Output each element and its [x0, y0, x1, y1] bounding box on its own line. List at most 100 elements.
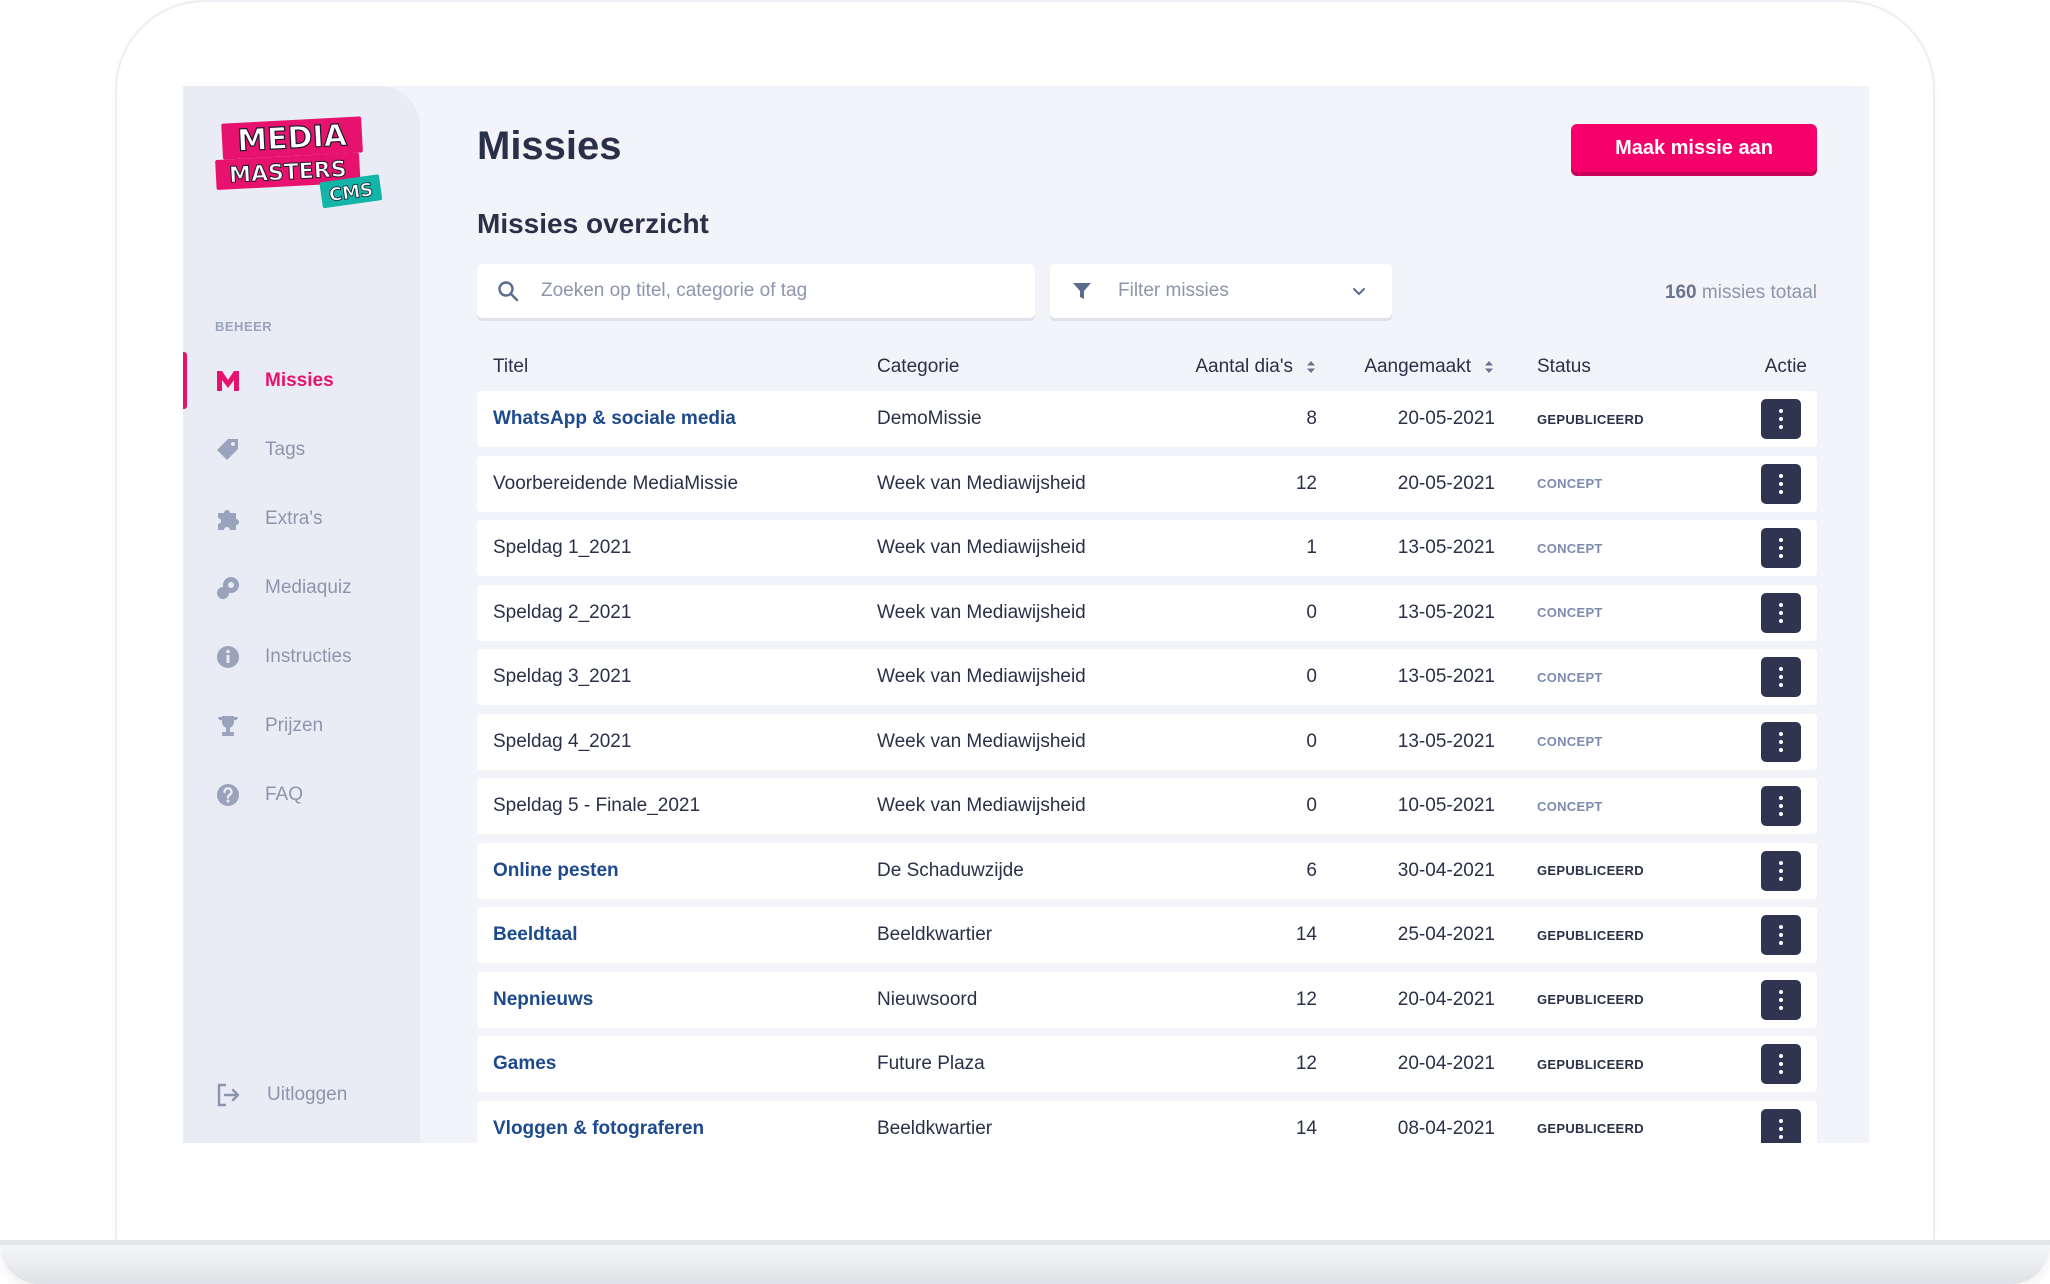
row-title[interactable]: Beeldtaal	[493, 924, 578, 945]
row-created-date: 08-04-2021	[1397, 1117, 1495, 1139]
row-category: Week van Mediawijsheid	[877, 795, 1086, 816]
sidebar-item-instructies[interactable]: Instructies	[183, 622, 420, 691]
sidebar-item-extras[interactable]: Extra's	[183, 484, 420, 553]
row-action-button[interactable]	[1761, 1108, 1801, 1143]
table-row[interactable]: Speldag 1_2021 Week van Mediawijsheid 1 13-…	[477, 520, 1817, 576]
m-logo-icon	[215, 368, 241, 394]
row-category: Week van Mediawijsheid	[877, 601, 1086, 623]
table-row[interactable]: Speldag 3_2021 Week van Mediawijsheid 0 13-…	[477, 649, 1817, 705]
total-suffix: missies totaal	[1701, 282, 1817, 303]
main-content: Missies Maak missie aan Missies overzich…	[420, 86, 1869, 1143]
more-vertical-icon	[1779, 1117, 1783, 1141]
row-slide-count: 8	[1306, 408, 1317, 429]
sidebar-item-prijzen[interactable]: Prijzen	[183, 691, 420, 760]
column-slide-count[interactable]: Aantal dia's	[1137, 356, 1317, 378]
sidebar-item-tags[interactable]: Tags	[183, 415, 420, 484]
row-slide-count: 0	[1306, 601, 1317, 623]
sidebar-item-mediaquiz[interactable]: Mediaquiz	[183, 553, 420, 622]
table-row[interactable]: Voorbereidende MediaMissie Week van Media…	[477, 455, 1817, 512]
row-slide-count: 0	[1306, 666, 1317, 687]
row-action-button[interactable]	[1761, 592, 1801, 633]
filter-icon	[1073, 283, 1091, 299]
search-input[interactable]	[541, 280, 1021, 302]
row-created-date: 10-05-2021	[1397, 795, 1495, 816]
row-slide-count: 6	[1306, 859, 1317, 881]
row-title[interactable]: Games	[493, 1053, 557, 1074]
status-badge: CONCEPT	[1537, 669, 1603, 685]
laptop-base	[0, 1240, 2050, 1284]
column-created-label: Aangemaakt	[1364, 356, 1471, 377]
row-slide-count: 12	[1295, 472, 1317, 494]
more-vertical-icon	[1779, 601, 1783, 625]
row-title[interactable]: Vloggen & fotograferen	[493, 1117, 705, 1139]
table-row[interactable]: Beeldtaal Beeldkwartier 14 25-04-2021 GEPUBL…	[477, 907, 1817, 963]
row-action-button[interactable]	[1761, 979, 1801, 1020]
column-slide-count-label: Aantal dia's	[1195, 356, 1293, 377]
row-action-button[interactable]	[1761, 399, 1801, 439]
row-action-button[interactable]	[1761, 850, 1801, 891]
more-vertical-icon	[1779, 988, 1783, 1012]
sidebar-item-label: Tags	[265, 438, 306, 460]
table-row[interactable]: WhatsApp & sociale media DemoMissie 8 20-05…	[477, 391, 1817, 447]
status-badge: CONCEPT	[1537, 798, 1603, 814]
status-badge: CONCEPT	[1537, 540, 1603, 556]
row-category: De Schaduwzijde	[877, 859, 1024, 881]
sidebar-item-label: Extra's	[265, 507, 323, 529]
more-vertical-icon	[1779, 923, 1783, 947]
app-screen: MEDIA MASTERS CMS BEHEER Missies T	[183, 86, 1869, 1143]
row-action-button[interactable]	[1761, 463, 1801, 504]
row-title[interactable]: Nepnieuws	[493, 988, 594, 1010]
logo-line1: MEDIA	[236, 118, 348, 159]
row-created-date: 13-05-2021	[1397, 537, 1495, 558]
sidebar-item-missies[interactable]: Missies	[183, 346, 420, 415]
row-action-button[interactable]	[1761, 657, 1801, 697]
media-masters-cms-logo: MEDIA MASTERS CMS	[215, 116, 383, 208]
row-action-button[interactable]	[1761, 1044, 1801, 1084]
status-badge: CONCEPT	[1537, 734, 1603, 749]
sidebar-item-label: Mediaquiz	[265, 576, 352, 598]
row-category: Week van Mediawijsheid	[877, 472, 1086, 494]
table-row[interactable]: Speldag 2_2021 Week van Mediawijsheid 0 13-…	[477, 584, 1817, 641]
table-row[interactable]: Online pesten De Schaduwzijde 6 30-04-2021 G…	[477, 842, 1817, 899]
row-category: Week van Mediawijsheid	[877, 730, 1086, 752]
filter-dropdown[interactable]: Filter missies	[1050, 264, 1392, 318]
laptop-hinge	[0, 1240, 2050, 1245]
row-slide-count: 0	[1306, 795, 1317, 816]
logout-button[interactable]: Uitloggen	[215, 1082, 347, 1108]
table-row[interactable]: Vloggen & fotograferen Beeldkwartier 14 08-…	[477, 1100, 1817, 1143]
row-slide-count: 0	[1306, 730, 1317, 752]
row-created-date: 13-05-2021	[1397, 666, 1495, 687]
trophy-icon	[215, 713, 241, 739]
row-action-button[interactable]	[1761, 786, 1801, 826]
row-action-button[interactable]	[1761, 915, 1801, 955]
row-created-date: 20-04-2021	[1397, 988, 1495, 1010]
row-created-date: 20-05-2021	[1397, 472, 1495, 494]
status-badge: GEPUBLICEERD	[1537, 411, 1644, 427]
section-title: Missies overzicht	[477, 208, 709, 239]
puzzle-icon	[215, 506, 241, 532]
table-row[interactable]: Nepnieuws Nieuwsoord 12 20-04-2021 GEPUBLICE…	[477, 971, 1817, 1028]
row-action-button[interactable]	[1761, 721, 1801, 762]
sidebar-item-faq[interactable]: FAQ	[183, 760, 420, 829]
search-box[interactable]	[477, 264, 1035, 318]
table-row[interactable]: Speldag 4_2021 Week van Mediawijsheid 0 13-…	[477, 713, 1817, 770]
row-action-button[interactable]	[1761, 528, 1801, 568]
total-count: 160 missies totaal	[1665, 282, 1817, 304]
status-badge: CONCEPT	[1537, 605, 1603, 620]
row-title[interactable]: WhatsApp & sociale media	[493, 408, 736, 429]
status-badge: CONCEPT	[1537, 476, 1603, 491]
row-category: Future Plaza	[877, 1053, 985, 1074]
row-category: DemoMissie	[877, 408, 982, 429]
row-title[interactable]: Online pesten	[493, 859, 619, 881]
info-icon	[215, 644, 241, 670]
create-mission-button[interactable]: Maak missie aan	[1571, 124, 1817, 172]
row-created-date: 20-04-2021	[1397, 1053, 1495, 1074]
more-vertical-icon	[1779, 794, 1783, 818]
row-title: Speldag 1_2021	[493, 537, 632, 558]
more-vertical-icon	[1779, 1052, 1783, 1076]
column-created[interactable]: Aangemaakt	[1317, 356, 1517, 378]
sidebar-item-label: Missies	[265, 369, 334, 391]
table-row[interactable]: Speldag 5 - Finale_2021 Week van Mediawij…	[477, 778, 1817, 834]
table-row[interactable]: Games Future Plaza 12 20-04-2021 GEPUBLICEER…	[477, 1036, 1817, 1092]
row-created-date: 13-05-2021	[1397, 730, 1495, 752]
